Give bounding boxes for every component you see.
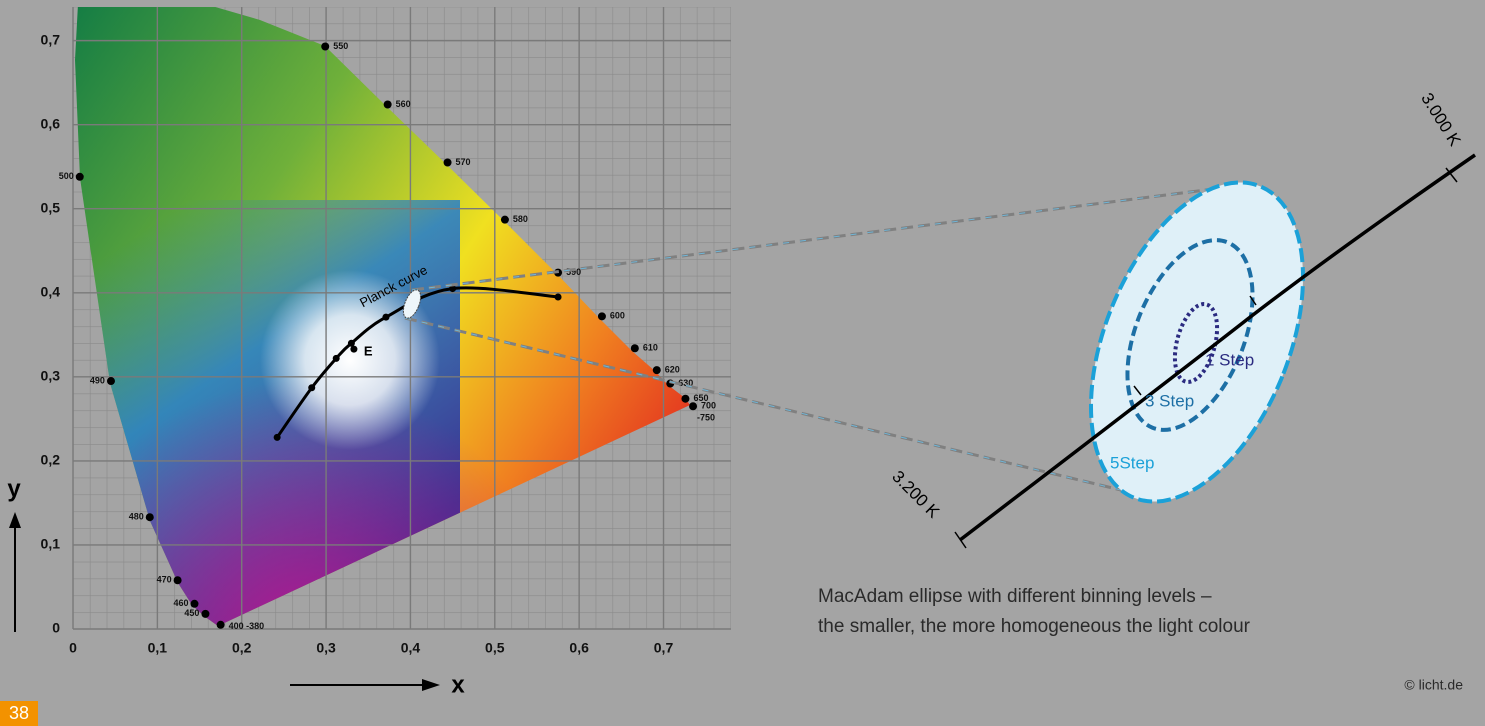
caption: MacAdam ellipse with different binning l… — [818, 586, 1212, 607]
temp-label: 3.200 K — [888, 467, 943, 522]
wavelength-label: 590 — [566, 267, 581, 277]
spectral-point — [216, 620, 225, 629]
wavelength-label: 480 — [129, 512, 144, 522]
spectral-point — [321, 42, 330, 51]
x-tick-label: 0,2 — [232, 640, 252, 656]
x-tick-label: 0 — [69, 640, 77, 656]
y-tick-label: 0,5 — [41, 199, 61, 215]
spectral-point — [443, 158, 452, 167]
wavelength-label: -750 — [697, 413, 715, 423]
wavelength-label: 610 — [643, 343, 658, 353]
y-axis-label: y — [7, 475, 21, 502]
spectral-point — [75, 172, 84, 181]
planck-point — [273, 433, 281, 441]
spectral-point — [689, 402, 698, 411]
planck-point — [554, 293, 562, 301]
planck-point — [449, 285, 457, 293]
wavelength-label: 490 — [90, 375, 105, 385]
wavelength-label: 650 — [693, 393, 708, 403]
y-tick-label: 0,3 — [41, 368, 61, 384]
page-number: 38 — [9, 703, 29, 723]
x-tick-label: 0,7 — [654, 640, 674, 656]
wavelength-label: 500 — [59, 171, 74, 181]
wavelength-label: 460 — [173, 598, 188, 608]
spectral-point — [652, 366, 661, 375]
x-tick-label: 0,3 — [316, 640, 336, 656]
planck-point — [347, 339, 355, 347]
macadam-inset — [402, 153, 1476, 549]
y-tick-label: 0,1 — [41, 536, 61, 552]
y-tick-label: 0,4 — [41, 283, 61, 299]
spectral-point — [630, 344, 639, 353]
wavelength-label: 620 — [665, 364, 680, 374]
step-label: 3 Step — [1145, 391, 1194, 410]
spectral-point — [173, 576, 182, 585]
planck-point — [382, 313, 390, 321]
step-label: 1 Step — [1205, 350, 1254, 369]
wavelength-label: 700 — [701, 401, 716, 411]
point-e — [350, 345, 358, 353]
spectral-point — [190, 599, 199, 608]
wavelength-label: 400 -380 — [229, 621, 265, 631]
y-tick-label: 0,6 — [41, 115, 61, 131]
spectral-point — [201, 609, 210, 618]
x-arrowhead — [422, 679, 440, 691]
spectral-point — [383, 100, 392, 109]
spectral-point — [500, 215, 509, 224]
wavelength-label: 580 — [513, 214, 528, 224]
spectral-point — [681, 394, 690, 403]
wavelength-label: 600 — [610, 311, 625, 321]
wavelength-label: 630 — [678, 378, 693, 388]
page-number-box — [0, 701, 38, 726]
x-tick-label: 0,6 — [569, 640, 589, 656]
x-axis-label: x — [451, 671, 465, 698]
planck-point — [308, 384, 316, 392]
x-tick-label: 0,5 — [485, 640, 505, 656]
y-tick-label: 0,2 — [41, 452, 61, 468]
wavelength-label: 450 — [184, 608, 199, 618]
wavelength-label: 470 — [157, 575, 172, 585]
planck-point — [332, 354, 340, 362]
temp-label: 3.000 K — [1417, 90, 1465, 150]
spectral-point — [597, 312, 606, 321]
spectral-point — [106, 377, 115, 386]
point-e-label: E — [364, 344, 373, 359]
wavelength-label: 550 — [333, 41, 348, 51]
y-arrowhead — [9, 512, 21, 528]
wavelength-label: 570 — [456, 157, 471, 167]
credit: © licht.de — [1404, 677, 1463, 693]
y-tick-label: 0,7 — [41, 31, 61, 47]
wavelength-label: 560 — [396, 99, 411, 109]
x-tick-label: 0,1 — [148, 640, 168, 656]
caption: the smaller, the more homogeneous the li… — [818, 616, 1251, 637]
step-label: 5Step — [1110, 453, 1154, 472]
y-tick-label: 0 — [52, 620, 60, 636]
x-tick-label: 0,4 — [401, 640, 421, 656]
spectral-point — [145, 513, 154, 522]
